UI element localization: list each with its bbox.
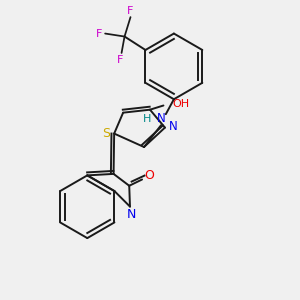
Text: F: F <box>127 6 134 16</box>
Text: S: S <box>102 127 110 140</box>
Text: F: F <box>117 55 123 64</box>
Text: H: H <box>142 114 151 124</box>
Text: F: F <box>96 28 102 38</box>
Text: N: N <box>157 112 165 125</box>
Text: OH: OH <box>172 99 190 109</box>
Text: N: N <box>169 120 178 133</box>
Text: N: N <box>127 208 136 221</box>
Text: O: O <box>144 169 154 182</box>
